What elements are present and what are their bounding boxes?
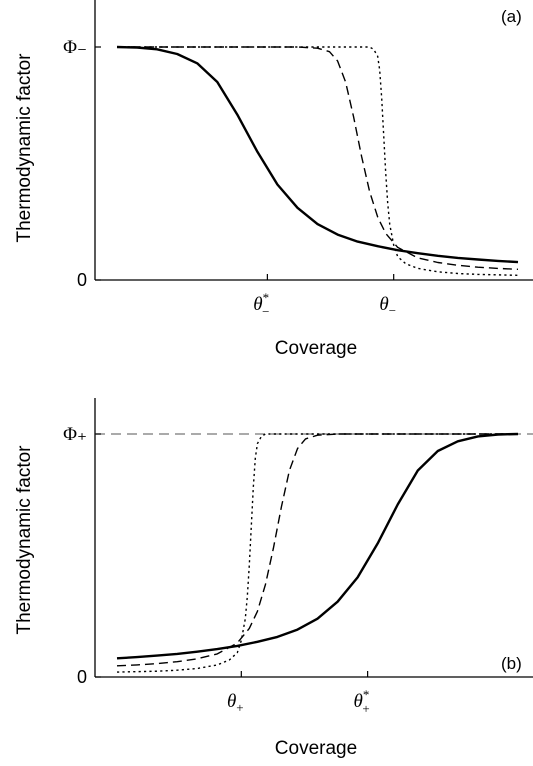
panel-a-x-axis-label: Coverage bbox=[275, 338, 357, 359]
panel-b-y-ticks: 0 Φ₊ bbox=[63, 424, 101, 687]
panel-b-label: (b) bbox=[501, 654, 522, 673]
series-line-solid bbox=[116, 432, 519, 660]
panel-a-x-ticks: θ* − θ− bbox=[253, 274, 396, 319]
y-tick-label: Φ₋ bbox=[63, 37, 87, 58]
panel-a-y-ticks: 0 Φ₋ bbox=[63, 37, 101, 290]
panel-b-y-axis-label: Thermodynamic factor bbox=[14, 445, 35, 635]
panel-a-curves bbox=[116, 45, 519, 276]
series-line-dotted bbox=[116, 433, 518, 673]
panel-b-curves bbox=[116, 432, 519, 673]
series-line-dashed bbox=[116, 433, 518, 667]
panel-a-y-axis-label: Thermodynamic factor bbox=[14, 53, 35, 243]
panel-b-x-ticks: θ+ θ* + bbox=[227, 671, 370, 716]
panel-a-label: (a) bbox=[501, 7, 522, 26]
x-tick-label: θ* + bbox=[354, 687, 370, 716]
series-line-dashed bbox=[117, 46, 519, 270]
x-tick-label: θ+ bbox=[227, 691, 244, 715]
panel-b-x-axis-label: Coverage bbox=[275, 738, 357, 759]
panel-a: θ* − θ− 0 Φ₋ (a) Coverage Thermodynamic fac… bbox=[14, 0, 533, 359]
panel-b: θ+ θ* + 0 Φ₊ (b) Coverage Thermodynamic fac… bbox=[14, 398, 533, 759]
y-tick-label: 0 bbox=[77, 667, 87, 687]
y-tick-label: Φ₊ bbox=[63, 424, 87, 445]
x-tick-label: θ* − bbox=[253, 290, 269, 319]
x-tick-label: θ− bbox=[379, 294, 396, 318]
y-tick-label: 0 bbox=[77, 270, 87, 290]
series-line-dotted bbox=[117, 46, 519, 276]
series-line-solid bbox=[116, 45, 519, 264]
